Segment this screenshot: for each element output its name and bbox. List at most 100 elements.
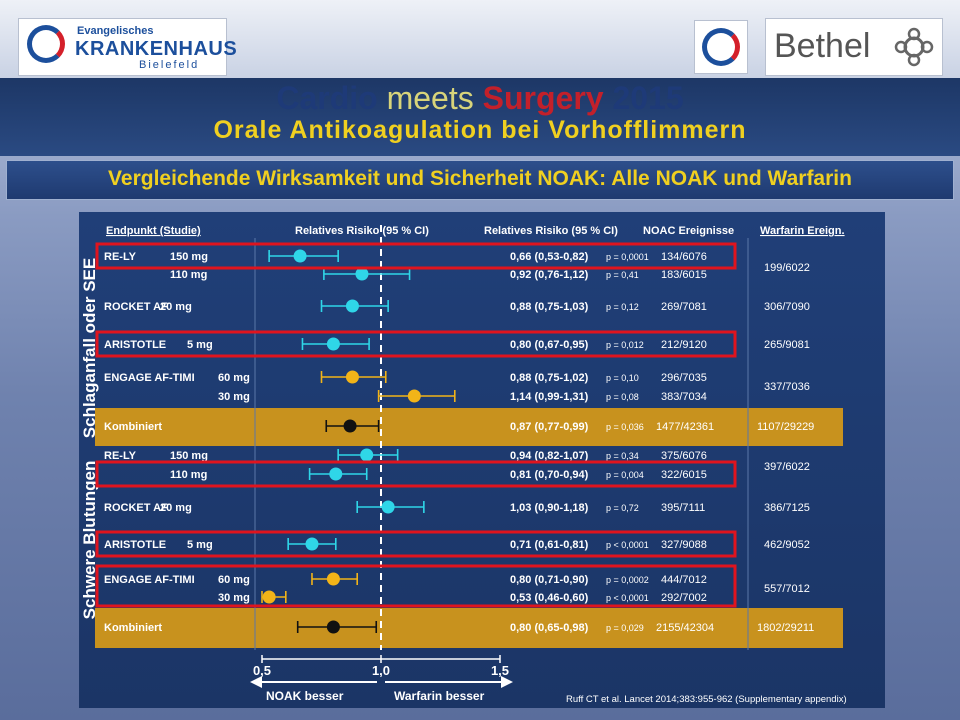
highlight-box-4	[95, 564, 737, 608]
warfarin-events-7: 397/6022	[764, 461, 810, 473]
hospital-emblem-logo	[694, 20, 748, 74]
rr-text-4: 0,88 (0,75-1,02)	[510, 372, 589, 384]
rr-text-1: 0,92 (0,76-1,12)	[510, 269, 589, 281]
arrow-left-head	[250, 676, 262, 688]
warfarin-events-11: 557/7012	[764, 583, 810, 595]
header-endpoint: Endpunkt (Studie)	[106, 225, 201, 237]
x-tick-label-2: 1,5	[491, 663, 509, 678]
highlight-box-0	[95, 242, 737, 270]
row-study-9: ROCKET AF	[104, 502, 168, 514]
logo-line3: Bielefeld	[139, 59, 200, 71]
slide-title-band	[6, 160, 954, 200]
point-estimate-12	[262, 590, 276, 604]
p-value-11: p = 0,0002	[606, 575, 649, 585]
title-year: 2015	[612, 80, 684, 116]
row-study-10: ARISTOTLE	[104, 539, 166, 551]
conference-subtitle: Orale Antikoagulation bei Vorhofflimmern	[213, 116, 747, 144]
noac-events-6: 1477/42361	[656, 421, 714, 433]
bethel-text: Bethel	[774, 27, 871, 65]
warfarin-events-0: 199/6022	[764, 262, 810, 274]
hospital-ring-icon-small	[702, 28, 740, 66]
hospital-ring-icon	[27, 25, 65, 63]
noac-events-0: 134/6076	[661, 251, 707, 263]
rr-text-5: 1,14 (0,99-1,31)	[510, 391, 589, 403]
point-estimate-6	[343, 419, 357, 433]
header-noac: NOAC Ereignisse	[643, 225, 734, 237]
krankenhaus-logo: Evangelisches KRANKENHAUS Bielefeld	[18, 18, 237, 76]
header-rr-plot: Relatives Risiko (95 % CI)	[295, 225, 429, 237]
noac-events-10: 327/9088	[661, 539, 707, 551]
p-value-4: p = 0,10	[606, 373, 639, 383]
warfarin-events-3: 265/9081	[764, 339, 810, 351]
row-study-11: ENGAGE AF-TIMI	[104, 574, 195, 586]
rr-text-8: 0,81 (0,70-0,94)	[510, 469, 589, 481]
x-tick-label-0: 0,5	[253, 663, 271, 678]
point-estimate-2	[345, 299, 359, 313]
group-label-1: Schwere Blutungen	[80, 461, 99, 620]
row-study-0: RE-LY	[104, 251, 137, 263]
warfarin-events-2: 306/7090	[764, 301, 810, 313]
point-estimate-8	[329, 467, 343, 481]
warfarin-events-9: 386/7125	[764, 502, 810, 514]
rr-text-12: 0,53 (0,46-0,60)	[510, 592, 589, 604]
p-value-12: p < 0,0001	[606, 593, 649, 603]
label-noak-besser: NOAK besser	[266, 689, 344, 703]
noac-events-12: 292/7002	[661, 592, 707, 604]
p-value-10: p < 0,0001	[606, 540, 649, 550]
rr-text-0: 0,66 (0,53-0,82)	[510, 251, 589, 263]
point-estimate-9	[381, 500, 395, 514]
point-estimate-1	[355, 267, 369, 281]
point-estimate-13	[326, 620, 340, 634]
point-estimate-10	[305, 537, 319, 551]
row-study-2: ROCKET AF	[104, 301, 168, 313]
header-rr-text: Relatives Risiko (95 % CI)	[484, 225, 618, 237]
noac-events-5: 383/7034	[661, 391, 707, 403]
noac-events-4: 296/7035	[661, 372, 707, 384]
noac-events-9: 395/7111	[661, 502, 705, 514]
row-study-7: RE-LY	[104, 450, 137, 462]
title-cardio: Cardio	[276, 80, 378, 116]
arrow-right-head	[501, 676, 513, 688]
p-value-7: p = 0,34	[606, 451, 639, 461]
rr-text-2: 0,88 (0,75-1,03)	[510, 301, 589, 313]
noac-events-7: 375/6076	[661, 450, 707, 462]
p-value-0: p = 0,0001	[606, 252, 649, 262]
noac-events-1: 183/6015	[661, 269, 707, 281]
row-dose-3: 5 mg	[187, 339, 213, 351]
p-value-6: p = 0,036	[606, 422, 644, 432]
noac-events-11: 444/7012	[661, 574, 707, 586]
bethel-cross-icon	[894, 27, 934, 67]
point-estimate-4	[345, 370, 359, 384]
logo-line1: Evangelisches	[77, 25, 154, 37]
row-dose-12: 30 mg	[218, 592, 250, 604]
row-study-3: ARISTOTLE	[104, 339, 166, 351]
p-value-3: p = 0,012	[606, 340, 644, 350]
p-value-8: p = 0,004	[606, 470, 644, 480]
row-dose-9: 20 mg	[160, 502, 192, 514]
citation: Ruff CT et al. Lancet 2014;383:955-962 (…	[566, 694, 847, 705]
row-dose-8: 110 mg	[170, 469, 207, 481]
group-label-0: Schlaganfall oder SEE	[80, 258, 99, 438]
slide-title: Vergleichende Wirksamkeit und Sicherheit…	[108, 167, 852, 190]
title-surgery: Surgery	[482, 80, 604, 116]
row-dose-4: 60 mg	[218, 372, 250, 384]
noac-events-8: 322/6015	[661, 469, 707, 481]
point-estimate-3	[326, 337, 340, 351]
highlight-box-2	[95, 460, 737, 488]
row-dose-1: 110 mg	[170, 269, 207, 281]
row-dose-7: 150 mg	[170, 450, 208, 462]
row-dose-0: 150 mg	[170, 251, 208, 263]
point-estimate-7	[360, 448, 374, 462]
rr-text-11: 0,80 (0,71-0,90)	[510, 574, 589, 586]
highlight-box-3	[95, 530, 737, 558]
highlight-box-1	[95, 330, 737, 358]
p-value-9: p = 0,72	[606, 503, 639, 513]
logo-line2: KRANKENHAUS	[75, 38, 238, 60]
warfarin-events-10: 462/9052	[764, 539, 810, 551]
warfarin-events-4: 337/7036	[764, 381, 810, 393]
p-value-13: p = 0,029	[606, 623, 644, 633]
combined-band-0	[95, 408, 843, 446]
x-tick-label-1: 1,0	[372, 663, 390, 678]
rr-text-9: 1,03 (0,90-1,18)	[510, 502, 589, 514]
